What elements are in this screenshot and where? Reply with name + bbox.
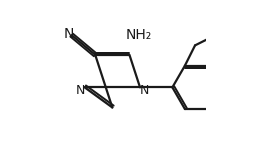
Text: N: N [76, 84, 85, 97]
Text: NH₂: NH₂ [126, 28, 152, 42]
Text: N: N [63, 27, 74, 41]
Text: N: N [139, 84, 149, 97]
